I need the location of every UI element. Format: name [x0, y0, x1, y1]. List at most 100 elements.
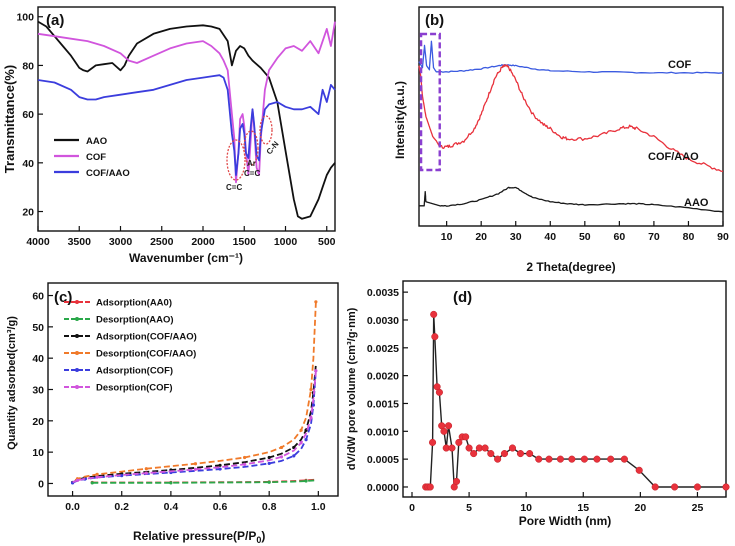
annotation-cn: C-N	[265, 139, 281, 156]
series-point	[314, 300, 318, 304]
series-point	[144, 471, 148, 475]
series-point	[267, 461, 271, 466]
panel-a-label: (a)	[46, 12, 64, 29]
legend-entry: Adsorption(COF/AAO)	[96, 332, 197, 343]
panel-a: (a) Wavenumber (cm⁻¹) Transmittance(%) 4…	[2, 6, 336, 265]
data-point	[481, 444, 489, 452]
series-point	[75, 478, 80, 482]
panel-b-highlight-box	[419, 32, 441, 172]
legend-entry: COF/AAO	[86, 168, 130, 179]
panel-d-ytick-label: 0.0030	[367, 315, 399, 327]
data-point	[535, 455, 543, 463]
panel-a-xtick-label: 1500	[233, 236, 257, 248]
panel-d-label: (d)	[453, 289, 472, 306]
series-line-cof	[418, 40, 724, 74]
panel-b-xtick-label: 20	[475, 231, 487, 243]
panel-b-series	[418, 40, 724, 213]
panel-a-xlabel: Wavenumber (cm⁻¹)	[129, 251, 243, 265]
data-point	[465, 444, 473, 452]
panel-d-xtick-label: 5	[466, 502, 472, 514]
series-point	[292, 445, 296, 450]
panel-b-xtick-label: 80	[683, 231, 695, 243]
panel-a-legend: AAO COF COF/AAO	[54, 136, 130, 179]
series-line	[72, 370, 317, 484]
panel-b-series-labels: COF COF/AAO AAO	[648, 59, 709, 209]
series-point	[299, 441, 303, 445]
series-point	[311, 403, 316, 407]
panel-c-ytick-label: 50	[32, 322, 44, 334]
series-label: AAO	[684, 197, 709, 209]
legend-entry: Desorption(AAO)	[96, 315, 174, 326]
panel-c-xlabel: Relative pressure(P/P0)	[133, 529, 265, 545]
panel-d-ylabel: dV/dW pore volume (cm³/g·nm)	[346, 307, 358, 470]
series-point	[267, 455, 271, 460]
data-point	[651, 483, 659, 491]
panel-d-frame	[402, 280, 727, 498]
peak-circle-ar	[243, 130, 259, 166]
series-point	[279, 445, 284, 450]
data-point	[444, 422, 453, 430]
panel-a-xtick-label: 4000	[26, 236, 50, 248]
panel-c-ytick-label: 60	[32, 291, 44, 303]
series-line	[92, 479, 316, 484]
data-point	[470, 450, 478, 458]
panel-b-ylabel: Intensity(a.u.)	[393, 81, 407, 159]
series-point	[243, 462, 247, 466]
panel-d-xtick-label: 10	[520, 502, 532, 514]
panel-d: (d) Pore Width (nm) dV/dW pore volume (c…	[346, 280, 730, 528]
panel-c-xtick-label: 1.0	[311, 501, 326, 513]
panel-a-ytick-label: 20	[22, 207, 34, 219]
panel-a-xtick-label: 2000	[191, 236, 215, 248]
series-point	[218, 467, 222, 471]
peak-circle-cc	[226, 139, 246, 181]
data-point	[526, 450, 534, 458]
series-point	[309, 416, 313, 420]
data-point	[452, 477, 461, 485]
legend-entry: Desorption(COF)	[96, 383, 173, 394]
panel-c-series	[70, 300, 318, 485]
panel-c-ytick-label: 20	[32, 416, 44, 428]
data-point	[435, 388, 443, 396]
panel-d-xtick-label: 20	[635, 502, 647, 514]
panel-c-ytick-label: 40	[32, 353, 44, 365]
panel-a-ytick-label: 100	[16, 12, 34, 24]
panel-c-ytick-label: 0	[38, 478, 44, 490]
data-point	[607, 455, 615, 463]
panel-c-label: (c)	[54, 289, 72, 306]
data-point	[431, 333, 439, 341]
series-point	[299, 428, 303, 432]
legend-entry: Adsorption(AA0)	[96, 298, 172, 309]
series-point	[193, 467, 198, 471]
panel-b-frame	[418, 6, 724, 227]
panel-c-xtick-label: 0.6	[213, 501, 228, 513]
panel-b-xtick-label: 90	[717, 231, 729, 243]
panel-c-ytick-label: 30	[32, 385, 44, 397]
panel-a-xtick-label: 3500	[68, 236, 92, 248]
series-point	[120, 474, 124, 478]
data-point	[426, 483, 434, 491]
series-line-cof-aao	[418, 64, 724, 172]
legend-entry: AAO	[86, 136, 107, 147]
panel-c-xtick-label: 0.0	[65, 501, 80, 513]
series-point	[279, 455, 284, 459]
panel-b-xtick-label: 70	[648, 231, 660, 243]
panel-a-frame	[37, 6, 336, 232]
data-point	[516, 450, 525, 458]
data-point	[593, 455, 601, 463]
panel-d-xtick-label: 25	[692, 502, 704, 514]
legend-entry: Desorption(COF/AAO)	[96, 349, 196, 360]
panel-d-ytick-label: 0.0010	[367, 426, 399, 438]
annotation-ar-cc: C=C	[244, 169, 260, 178]
series-label: COF/AAO	[648, 151, 699, 163]
annotation-cc: C=C	[226, 183, 242, 192]
legend-entry: COF	[86, 152, 106, 163]
data-point	[508, 444, 517, 452]
data-point	[440, 427, 448, 435]
annotation-ar: Ar	[247, 159, 256, 168]
data-point	[556, 455, 564, 463]
series-line-cof	[37, 21, 336, 184]
series-point	[314, 369, 318, 373]
data-point	[430, 310, 438, 318]
series-point	[304, 438, 308, 442]
panel-c-xtick-label: 0.4	[164, 501, 179, 513]
